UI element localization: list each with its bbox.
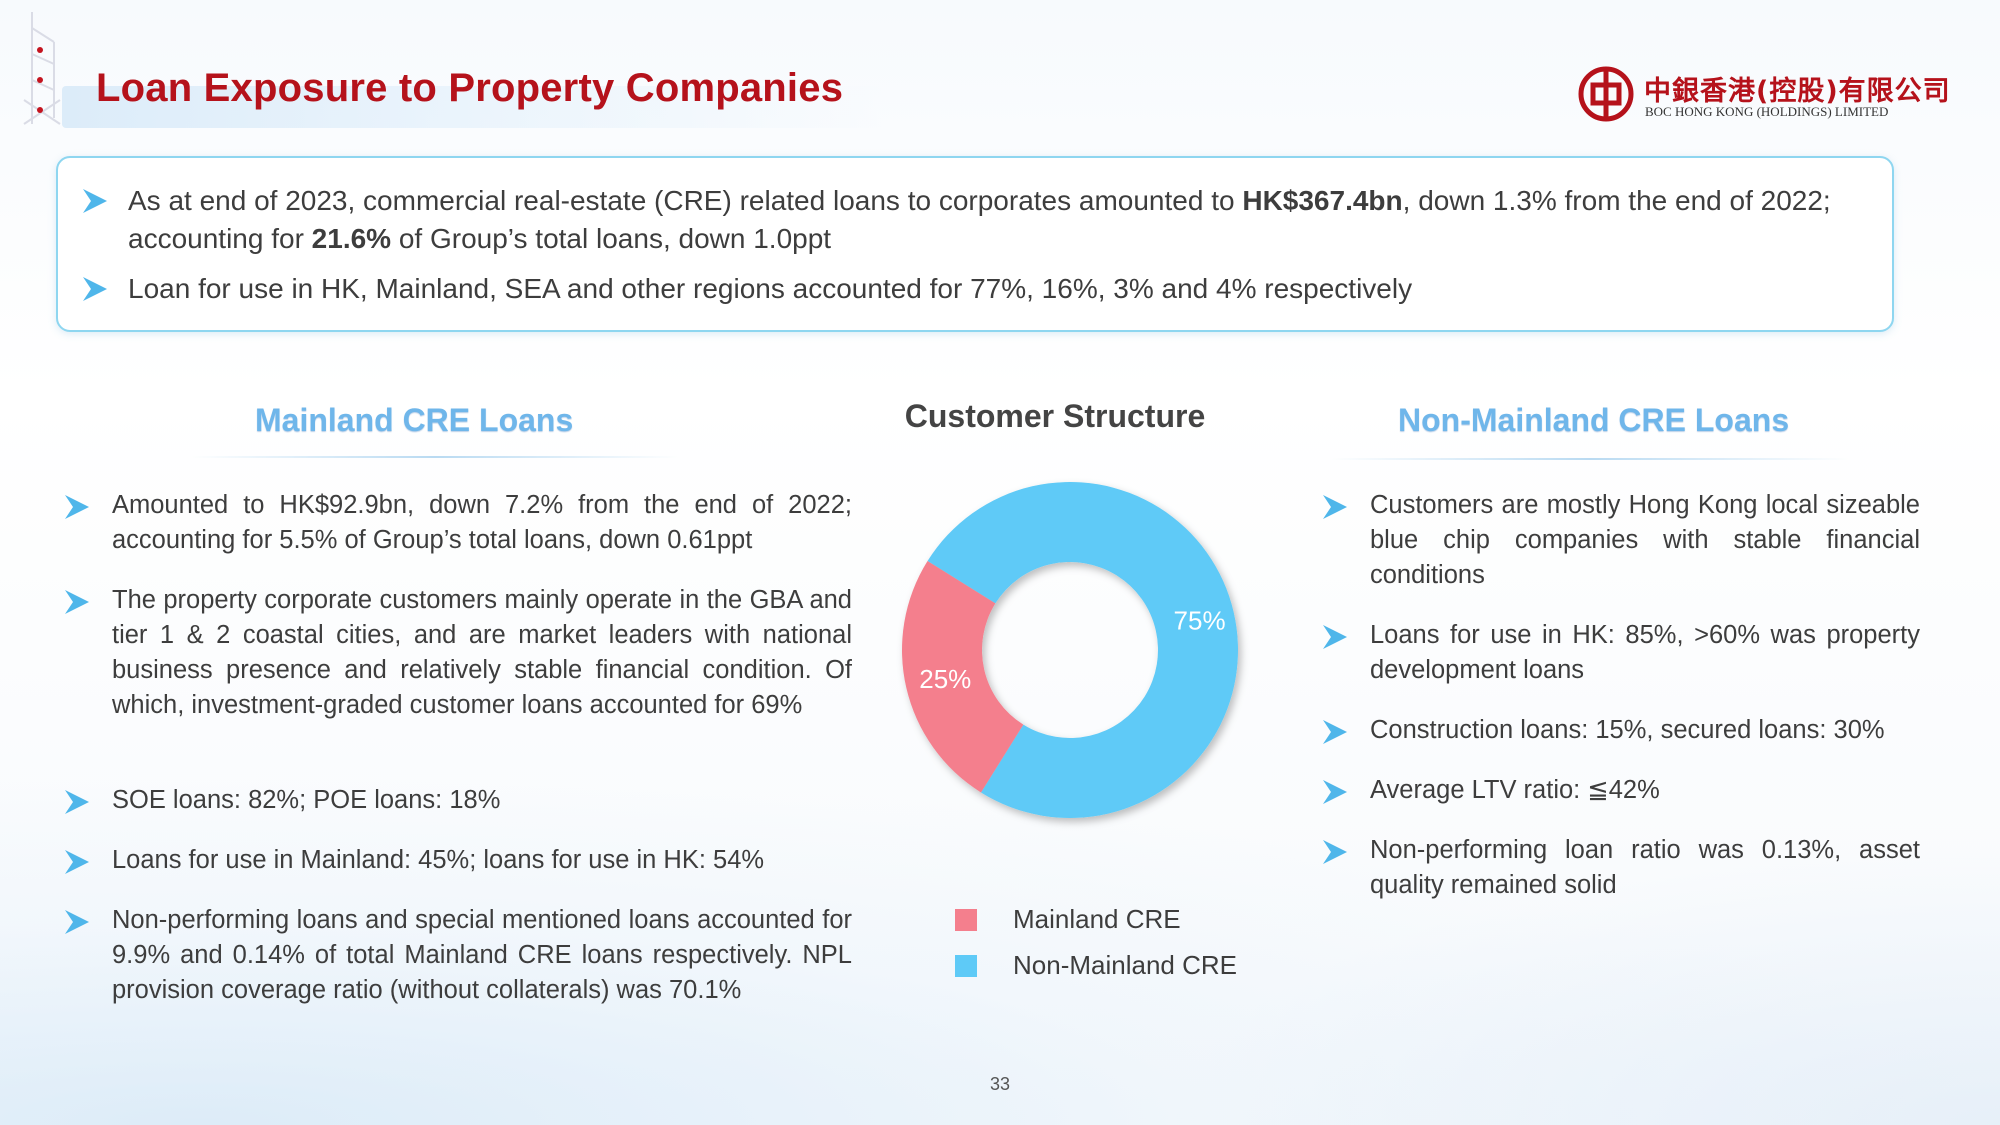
list-item: Non-performing loans and special mention… bbox=[62, 903, 852, 1008]
mainland-item-3: SOE loans: 82%; POE loans: 18% bbox=[112, 786, 501, 814]
non-mainland-item-3: Construction loans: 15%, secured loans: … bbox=[1370, 716, 1885, 744]
summary-bullet: Loan for use in HK, Mainland, SEA and ot… bbox=[80, 270, 1870, 308]
arrow-bullet-icon bbox=[1323, 495, 1347, 519]
arrow-bullet-icon bbox=[83, 277, 107, 301]
arrow-bullet-icon bbox=[65, 495, 89, 519]
mainland-section-title: Mainland CRE Loans bbox=[255, 402, 574, 438]
corner-decoration-icon bbox=[23, 12, 61, 125]
summary-share: 21.6% bbox=[311, 223, 392, 254]
list-item: SOE loans: 82%; POE loans: 18% bbox=[62, 783, 852, 818]
summary-text-1-pre: As at end of 2023, commercial real-estat… bbox=[128, 185, 1243, 216]
company-logo: 中銀香港(控股)有限公司 BOC HONG KONG (HOLDINGS) LI… bbox=[1578, 66, 1950, 126]
list-item: Construction loans: 15%, secured loans: … bbox=[1320, 713, 1920, 748]
list-item: Amounted to HK$92.9bn, down 7.2% from th… bbox=[62, 488, 852, 558]
legend-item-mainland: Mainland CRE bbox=[955, 904, 1181, 935]
legend-label-non-mainland: Non-Mainland CRE bbox=[1013, 950, 1237, 980]
arrow-bullet-icon bbox=[1323, 840, 1347, 864]
data-label-non-mainland-cre: 75% bbox=[1174, 605, 1226, 635]
arrow-bullet-icon bbox=[65, 910, 89, 934]
summary-amount: HK$367.4bn bbox=[1242, 185, 1403, 216]
list-item: Average LTV ratio: ≦42% bbox=[1320, 773, 1920, 808]
summary-text-2: Loan for use in HK, Mainland, SEA and ot… bbox=[128, 273, 1413, 304]
non-mainland-item-1: Customers are mostly Hong Kong local siz… bbox=[1370, 491, 1920, 589]
non-mainland-item-4: Average LTV ratio: ≦42% bbox=[1370, 776, 1660, 804]
data-label-mainland-cre: 25% bbox=[919, 664, 971, 694]
logo-chinese-name: 中銀香港(控股)有限公司 bbox=[1644, 76, 1951, 107]
mainland-title-underline bbox=[190, 456, 680, 458]
list-item: The property corporate customers mainly … bbox=[62, 583, 852, 723]
summary-text-1-post: , down 1.3% from the end of 2022; bbox=[1402, 185, 1831, 216]
arrow-bullet-icon bbox=[1323, 625, 1347, 649]
legend-swatch-non-mainland bbox=[955, 954, 977, 977]
donut-slice-non-mainland-cre bbox=[927, 482, 1238, 818]
legend-swatch-mainland bbox=[955, 908, 977, 931]
page-number: 33 bbox=[989, 1074, 1011, 1094]
summary-box: As at end of 2023, commercial real-estat… bbox=[56, 156, 1894, 332]
legend-item-non-mainland: Non-Mainland CRE bbox=[955, 950, 1237, 981]
mainland-item-1: Amounted to HK$92.9bn, down 7.2% from th… bbox=[112, 491, 852, 554]
summary-text-1b-post: of Group’s total loans, down 1.0ppt bbox=[391, 223, 832, 254]
summary-bullet: As at end of 2023, commercial real-estat… bbox=[80, 182, 1870, 258]
non-mainland-item-5: Non-performing loan ratio was 0.13%, ass… bbox=[1370, 836, 1920, 899]
chart-title: Customer Structure bbox=[904, 398, 1206, 434]
arrow-bullet-icon bbox=[65, 790, 89, 814]
arrow-bullet-icon bbox=[1323, 780, 1347, 804]
boc-logo-icon bbox=[1578, 66, 1634, 122]
list-item: Loans for use in HK: 85%, >60% was prope… bbox=[1320, 618, 1920, 688]
page-title: Loan Exposure to Property Companies bbox=[96, 66, 844, 110]
title-band bbox=[62, 86, 882, 128]
arrow-bullet-icon bbox=[83, 189, 107, 213]
arrow-bullet-icon bbox=[65, 850, 89, 874]
non-mainland-title-underline bbox=[1330, 458, 1850, 460]
legend-label-mainland: Mainland CRE bbox=[1013, 904, 1181, 934]
list-item: Non-performing loan ratio was 0.13%, ass… bbox=[1320, 833, 1920, 903]
mainland-item-2: The property corporate customers mainly … bbox=[112, 586, 852, 719]
list-item: Customers are mostly Hong Kong local siz… bbox=[1320, 488, 1920, 593]
arrow-bullet-icon bbox=[65, 590, 89, 614]
logo-english-name: BOC HONG KONG (HOLDINGS) LIMITED bbox=[1645, 104, 1889, 119]
summary-text-1: As at end of 2023, commercial real-estat… bbox=[128, 182, 1831, 258]
non-mainland-item-2: Loans for use in HK: 85%, >60% was prope… bbox=[1370, 621, 1920, 684]
mainland-item-4: Loans for use in Mainland: 45%; loans fo… bbox=[112, 846, 765, 874]
non-mainland-section-title: Non-Mainland CRE Loans bbox=[1398, 402, 1790, 438]
mainland-item-5: Non-performing loans and special mention… bbox=[112, 906, 852, 1004]
customer-structure-donut-chart: 75% 25% bbox=[902, 482, 1238, 818]
donut-slice-mainland-cre bbox=[902, 560, 1024, 793]
summary-text-1b-pre: accounting for bbox=[128, 223, 312, 254]
list-item: Loans for use in Mainland: 45%; loans fo… bbox=[62, 843, 852, 878]
arrow-bullet-icon bbox=[1323, 720, 1347, 744]
